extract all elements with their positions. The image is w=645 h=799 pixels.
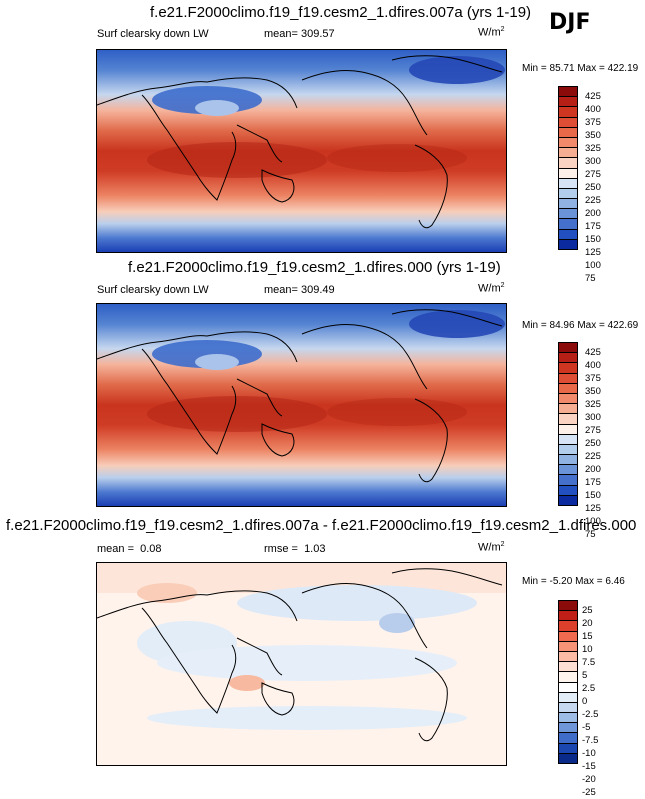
cbar-label: 200 xyxy=(585,464,601,475)
panel1-title: f.e21.F2000climo.f19_f19.cesm2_1.dfires.… xyxy=(150,4,532,21)
panel3-units: W/m2 xyxy=(478,541,505,554)
season-label: DJF xyxy=(549,10,591,35)
cbar-label: 2.5 xyxy=(582,683,596,694)
panel2-minmax: Min = 84.96 Max = 422.69 xyxy=(522,320,639,331)
cbar-label: -15 xyxy=(582,761,596,772)
panel3-map xyxy=(96,562,507,766)
cbar-label: 100 xyxy=(585,260,601,271)
cbar-label: 375 xyxy=(585,373,601,384)
cbar-label: 5 xyxy=(582,670,588,681)
cbar-label: 10 xyxy=(582,644,593,655)
cbar-label: 125 xyxy=(585,503,601,514)
cbar-label: -25 xyxy=(582,787,596,798)
panel2-colorbar-labels: 425 400 375 350 325 300 275 250 225 200 … xyxy=(585,346,601,541)
cbar-label: 425 xyxy=(585,91,601,102)
panel1-units: W/m2 xyxy=(478,26,505,39)
cbar-label: 75 xyxy=(585,529,596,540)
panel2-field xyxy=(97,304,506,506)
cbar-label: 150 xyxy=(585,490,601,501)
cbar-label: 200 xyxy=(585,208,601,219)
panel2-mean: mean= 309.49 xyxy=(264,284,335,296)
cbar-label: 325 xyxy=(585,399,601,410)
panel2-variable: Surf clearsky down LW xyxy=(97,284,209,296)
panel3-colorbar-labels: 25 20 15 10 7.5 5 2.5 0 -2.5 -5 -7.5 -10… xyxy=(582,604,598,799)
cbar-label: -7.5 xyxy=(582,735,599,746)
panel2-colorbar xyxy=(558,342,578,506)
cbar-label: 400 xyxy=(585,360,601,371)
panel2-units: W/m2 xyxy=(478,282,505,295)
cbar-label: 300 xyxy=(585,412,601,423)
cbar-label: -2.5 xyxy=(582,709,599,720)
cbar-label: 425 xyxy=(585,347,601,358)
panel3-colorbar xyxy=(558,600,578,764)
panel3-mean: mean = 0.08 xyxy=(97,543,162,555)
panel1-mean: mean= 309.57 xyxy=(264,28,335,40)
panel1-colorbar-labels: 425 400 375 350 325 300 275 250 225 200 … xyxy=(585,90,601,285)
cbar-label: 175 xyxy=(585,477,601,488)
cbar-label: 225 xyxy=(585,195,601,206)
panel3-minmax: Min = -5.20 Max = 6.46 xyxy=(522,576,625,587)
cbar-label: 350 xyxy=(585,386,601,397)
cbar-label: 350 xyxy=(585,130,601,141)
cbar-label: 325 xyxy=(585,143,601,154)
cbar-label: 400 xyxy=(585,104,601,115)
cbar-label: 275 xyxy=(585,425,601,436)
cbar-label: 15 xyxy=(582,631,593,642)
cbar-label: 175 xyxy=(585,221,601,232)
cbar-label: -10 xyxy=(582,748,596,759)
panel1-minmax: Min = 85.71 Max = 422.19 xyxy=(522,63,639,74)
cbar-label: 275 xyxy=(585,169,601,180)
cbar-label: 250 xyxy=(585,182,601,193)
panel1-colorbar xyxy=(558,86,578,250)
panel1-variable: Surf clearsky down LW xyxy=(97,28,209,40)
cbar-label: 125 xyxy=(585,247,601,258)
panel2-title: f.e21.F2000climo.f19_f19.cesm2_1.dfires.… xyxy=(128,259,501,276)
panel2-map xyxy=(96,303,507,507)
panel1-map xyxy=(96,49,507,253)
cbar-label: -20 xyxy=(582,774,596,785)
cbar-label: 300 xyxy=(585,156,601,167)
cbar-label: 7.5 xyxy=(582,657,596,668)
cbar-label: 250 xyxy=(585,438,601,449)
cbar-label: 150 xyxy=(585,234,601,245)
panel3-rmse: rmse = 1.03 xyxy=(264,543,326,555)
cbar-label: 375 xyxy=(585,117,601,128)
cbar-label: 0 xyxy=(582,696,588,707)
cbar-label: 25 xyxy=(582,605,593,616)
cbar-label: 225 xyxy=(585,451,601,462)
panel3-field xyxy=(97,563,506,765)
cbar-label: -5 xyxy=(582,722,591,733)
cbar-label: 20 xyxy=(582,618,593,629)
panel3-title: f.e21.F2000climo.f19_f19.cesm2_1.dfires.… xyxy=(6,517,637,534)
cbar-label: 100 xyxy=(585,516,601,527)
cbar-label: 75 xyxy=(585,273,596,284)
panel1-field xyxy=(97,50,506,252)
